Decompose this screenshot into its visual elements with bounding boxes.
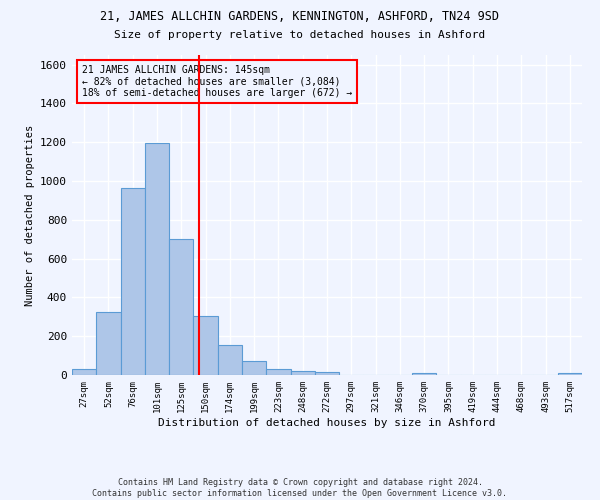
Bar: [242, 362, 266, 375]
Text: 21, JAMES ALLCHIN GARDENS, KENNINGTON, ASHFORD, TN24 9SD: 21, JAMES ALLCHIN GARDENS, KENNINGTON, A…: [101, 10, 499, 23]
Bar: [266, 369, 290, 375]
Bar: [169, 239, 193, 375]
Bar: [290, 371, 315, 375]
Bar: [412, 373, 436, 375]
Bar: [72, 369, 96, 375]
Bar: [315, 372, 339, 375]
Bar: [121, 188, 145, 375]
Bar: [96, 312, 121, 375]
Text: 21 JAMES ALLCHIN GARDENS: 145sqm
← 82% of detached houses are smaller (3,084)
18: 21 JAMES ALLCHIN GARDENS: 145sqm ← 82% o…: [82, 64, 352, 98]
Bar: [558, 373, 582, 375]
Y-axis label: Number of detached properties: Number of detached properties: [25, 124, 35, 306]
X-axis label: Distribution of detached houses by size in Ashford: Distribution of detached houses by size …: [158, 418, 496, 428]
Bar: [218, 345, 242, 375]
Bar: [145, 143, 169, 375]
Bar: [193, 316, 218, 375]
Text: Contains HM Land Registry data © Crown copyright and database right 2024.
Contai: Contains HM Land Registry data © Crown c…: [92, 478, 508, 498]
Text: Size of property relative to detached houses in Ashford: Size of property relative to detached ho…: [115, 30, 485, 40]
